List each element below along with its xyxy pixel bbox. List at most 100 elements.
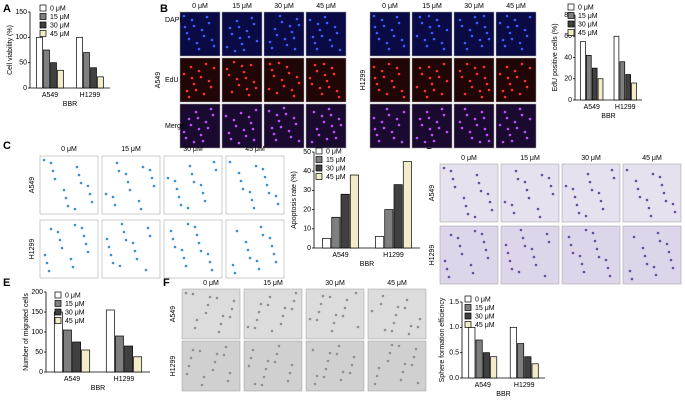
cell-dot [662,191,666,195]
cell-dot [430,31,434,35]
cell-dot [475,72,479,76]
bar [597,78,604,101]
cell-dot [473,66,477,70]
cell-dot [43,253,47,257]
cell-dot [311,35,315,39]
cell-dot [428,25,432,29]
cell-dot [523,130,527,134]
micrograph [561,163,621,223]
micrograph [622,163,682,223]
cell-dot [310,82,314,86]
cell-dot [204,62,208,66]
cell-dot [527,196,531,200]
cell-dot [84,242,88,246]
cell-dot [201,191,205,195]
x-axis-label: BBR [496,391,510,398]
cell-dot [643,254,647,258]
bar [531,363,539,379]
micrograph [495,103,537,149]
cell-dot [418,317,422,321]
y-tick-label: 100 [15,34,27,41]
cell-dot [232,60,236,64]
y-tick-label: 0 [307,245,311,252]
cell-dot [195,318,199,322]
cell-dot [473,117,477,121]
micrograph [225,219,285,279]
cell-dot [184,136,188,140]
legend-label: 45 μM [326,174,346,181]
cell-dot [327,107,331,111]
cell-dot [332,130,336,134]
cell-dot [327,85,331,89]
cell-dot [532,255,536,259]
cell-dot [329,113,333,117]
cell-dot [373,25,377,29]
cell-dot [217,330,221,334]
cell-dot [582,270,586,274]
cell-dot [669,258,673,262]
cell-dot [292,36,296,40]
cell-dot [270,244,274,248]
cell-dot [427,116,431,120]
cell-dot [330,329,334,333]
cell-dot [77,173,81,177]
cell-dot [475,21,479,25]
cell-dot [332,321,336,325]
cell-dot [513,69,517,73]
cell-dot [375,133,379,137]
micrograph [369,57,411,103]
bar [36,36,43,89]
cell-dot [487,139,491,143]
cell-dot [79,181,83,185]
legend-label: 15 μM [475,305,495,312]
cell-dot [250,16,254,20]
bar [384,209,394,249]
cell-dot [515,75,519,79]
cell-dot [235,229,239,233]
legend-label: 0 μM [578,4,594,11]
x-tick-label: A549 [42,92,58,99]
cell-dot [233,49,237,53]
cell-dot [104,192,108,196]
cell-dot [335,352,339,356]
x-tick-label: A549 [584,104,600,111]
cell-dot [317,310,321,314]
cell-dot [442,113,446,117]
cell-dot [418,15,422,19]
cell-dot [397,21,401,25]
cell-dot [197,241,201,245]
cell-dot [515,126,519,130]
cell-dot [228,160,232,164]
micrograph [369,103,411,149]
cell-dot [287,71,291,75]
y-tick-label: 1.5 [449,299,459,306]
cell-dot [124,238,128,242]
cell-dot [636,187,640,191]
legend-label: 15 μM [326,157,346,164]
cell-dot [416,381,420,385]
cell-dot [335,89,339,93]
cell-dot [485,82,489,86]
cell-dot [252,206,256,210]
cell-dot [248,256,252,260]
cell-dot [485,133,489,137]
cell-dot [308,18,312,22]
y-tick-label: 20 [564,76,572,83]
cell-dot [399,378,403,382]
y-tick-label: 20 [303,206,311,213]
cell-dot [382,24,386,28]
cell-dot [232,118,236,122]
cell-dot [610,168,614,172]
cell-dot [501,38,505,42]
bar [340,193,350,249]
cell-dot [480,44,484,48]
cell-dot [390,343,394,347]
cell-dot [505,14,509,18]
cell-dot [316,22,320,26]
cell-dot [415,136,419,140]
cell-dot [215,352,219,356]
micrograph [439,225,499,285]
cell-dot [390,79,394,83]
legend-swatch [567,3,575,11]
